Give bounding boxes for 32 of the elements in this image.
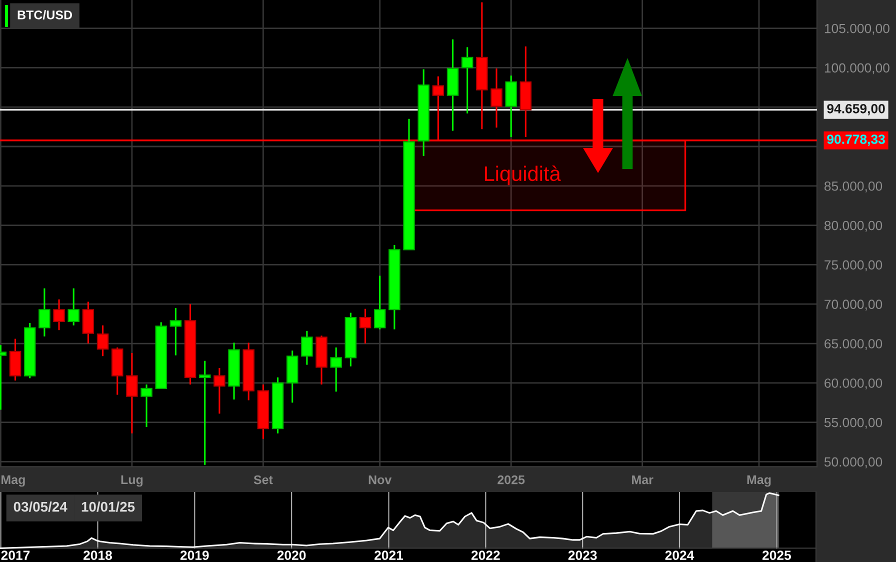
x-tick-label: 2023 [568, 550, 597, 560]
x-tick-label: 2020 [277, 550, 306, 560]
x-tick-label: 2025 [498, 475, 525, 484]
x-tick-label: 2021 [374, 550, 404, 560]
x-tick-label: Mar [632, 475, 654, 484]
y-tick-label: 55.000,00 [824, 418, 882, 429]
x-tick-label: 2025 [762, 550, 791, 560]
y-tick-label: 75.000,00 [824, 260, 882, 272]
x-tick-label: Mag [2, 475, 25, 487]
x-tick-label: Nov [368, 475, 392, 484]
y-tick-label: 80.000,00 [824, 220, 882, 232]
x-tick-label: 2024 [665, 550, 694, 560]
ref-line-label: 94.659,00 [827, 104, 885, 116]
y-tick-label: 60.000,00 [824, 378, 882, 390]
x-tick-label: 2018 [84, 550, 112, 560]
x-tick-label: 2022 [471, 550, 500, 560]
y-tick-label: 50.000,00 [824, 457, 882, 468]
band-label: Liquidità [484, 166, 561, 186]
x-tick-label: Lug [121, 475, 143, 487]
x-tick-label: 2019 [180, 550, 209, 560]
y-tick-label: 65.000,00 [824, 339, 882, 350]
x-tick-label: Mag [747, 475, 771, 487]
annotation: 03/05/24 [14, 502, 68, 512]
x-tick-label: Set [254, 475, 273, 484]
y-tick-label: 70.000,00 [824, 300, 882, 311]
x-tick-label: 2017 [1, 550, 30, 560]
y-tick-label: 85.000,00 [824, 181, 882, 192]
y-tick-label: 100.000,00 [824, 63, 890, 74]
y-tick-label: 105.000,00 [824, 24, 890, 35]
text: BTC/USD [18, 10, 72, 20]
ref-line-label: 90.778,33 [827, 134, 885, 146]
annotation: 10/01/25 [82, 502, 135, 512]
